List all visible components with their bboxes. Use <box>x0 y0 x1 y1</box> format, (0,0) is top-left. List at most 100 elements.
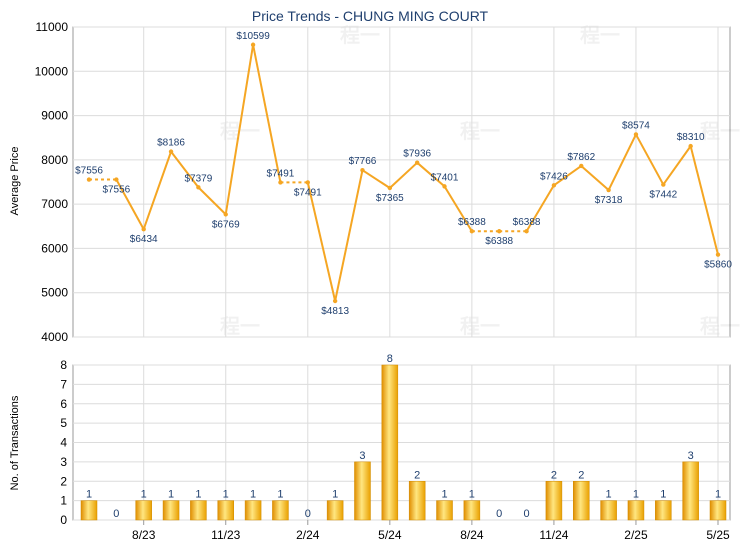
price-data-label: $7491 <box>294 187 322 198</box>
price-point <box>305 180 310 185</box>
transaction-count-label: 0 <box>496 508 502 520</box>
price-line-segment <box>361 169 391 189</box>
transactions-axis-title: No. of Transactions <box>9 395 21 490</box>
watermark: 程一 <box>700 315 740 338</box>
price-panel: 程一程一程一程一程一程一程一程一程一程一程一400050006000700080… <box>35 20 740 445</box>
price-point <box>250 42 256 47</box>
transaction-bar <box>600 500 617 521</box>
transactions-y-tick-label: 0 <box>60 513 67 527</box>
transaction-count-label: 1 <box>633 489 639 501</box>
price-point <box>715 252 721 257</box>
transaction-count-label: 2 <box>414 469 420 481</box>
price-line-segment <box>416 161 446 188</box>
transaction-count-label: 1 <box>441 489 447 501</box>
transaction-bar <box>573 481 590 521</box>
transactions-y-tick-label: 5 <box>60 416 67 430</box>
price-data-label: $6388 <box>458 217 486 228</box>
transaction-bar <box>244 500 262 521</box>
price-y-tick-label: 4000 <box>41 330 68 344</box>
price-data-label: $8310 <box>677 132 705 143</box>
transaction-count-label: 1 <box>250 489 256 501</box>
transaction-bar <box>190 500 207 521</box>
transaction-count-label: 1 <box>660 489 666 501</box>
price-data-label: $7766 <box>349 156 377 167</box>
transaction-count-label: 3 <box>359 450 365 462</box>
price-data-label: $6388 <box>485 236 513 247</box>
price-line-segment <box>389 161 418 189</box>
price-data-label: $5860 <box>704 260 732 271</box>
transaction-bar <box>709 500 727 521</box>
transaction-count-label: 3 <box>688 450 694 462</box>
price-data-label: $7491 <box>267 168 295 179</box>
price-data-label: $7426 <box>540 171 568 182</box>
transaction-bar <box>162 500 180 521</box>
price-data-label: $7936 <box>403 149 431 160</box>
transaction-bar <box>682 461 699 521</box>
price-y-tick-label: 11000 <box>36 20 69 34</box>
price-point <box>414 160 420 165</box>
price-line-segment <box>306 182 337 302</box>
price-y-tick-label: 7000 <box>41 197 68 211</box>
transaction-count-label: 1 <box>168 489 174 501</box>
transactions-panel: 0 1 2 3 4 5 6 7 8 1 0 1 1 1 1 1 1 0 1 3 8 2 1 1 0 0 2 2 1 1 1 3 1 8/23 11/… <box>60 353 731 542</box>
price-y-tick-label: 6000 <box>41 241 68 255</box>
price-line-segment <box>635 133 665 186</box>
transaction-count-label: 0 <box>113 508 119 520</box>
transaction-count-label: 2 <box>551 469 557 481</box>
x-tick-label: 2/25 <box>624 528 648 542</box>
price-line-segment <box>553 165 582 187</box>
price-y-tick-label: 8000 <box>41 153 68 167</box>
x-tick-label: 5/24 <box>378 528 402 542</box>
transactions-y-tick-label: 2 <box>60 474 67 488</box>
price-point <box>196 185 201 190</box>
transaction-bar <box>627 500 645 521</box>
price-point <box>86 177 92 182</box>
watermark: 程一 <box>460 120 500 143</box>
price-data-label: $7442 <box>649 190 677 201</box>
price-data-label: $7862 <box>567 152 595 163</box>
x-tick-label: 8/24 <box>460 528 484 542</box>
transaction-bar <box>463 500 481 521</box>
price-point <box>497 229 502 234</box>
price-line-segment <box>252 44 282 183</box>
transactions-y-tick-label: 7 <box>60 377 67 391</box>
watermark: 程一 <box>220 315 260 338</box>
x-tick-label: 11/23 <box>211 528 240 542</box>
price-data-label: $7379 <box>184 173 212 184</box>
x-tick-label: 11/24 <box>539 528 568 542</box>
transaction-bar <box>655 500 672 521</box>
transaction-bar <box>272 500 289 521</box>
transaction-bar <box>135 500 152 521</box>
transaction-count-label: 1 <box>223 489 229 501</box>
price-point <box>606 187 611 193</box>
transaction-bar <box>80 500 98 521</box>
price-line-segment <box>115 179 145 230</box>
watermark: 程一 <box>340 24 380 47</box>
transaction-count-label: 1 <box>195 489 201 501</box>
price-data-label: $7318 <box>595 195 623 206</box>
price-data-label: $6434 <box>130 234 158 245</box>
price-line-segment <box>197 186 227 216</box>
transaction-count-label: 1 <box>606 489 612 501</box>
x-tick-label: 5/25 <box>706 528 730 542</box>
transaction-count-label: 8 <box>387 353 393 365</box>
price-data-label: $10599 <box>236 31 270 42</box>
price-line-segment <box>170 151 200 188</box>
transaction-count-label: 1 <box>332 489 338 501</box>
price-data-label: $7556 <box>102 185 130 196</box>
price-point <box>661 182 666 187</box>
price-data-label: $7556 <box>75 166 103 177</box>
price-line-segment <box>662 145 692 186</box>
price-line-segment <box>525 184 555 232</box>
price-plot-frame <box>72 26 731 338</box>
price-data-label: $4813 <box>321 306 349 317</box>
transaction-bar <box>354 461 371 521</box>
price-point <box>278 180 283 185</box>
price-line-segment <box>607 133 637 191</box>
transaction-count-label: 1 <box>715 489 721 501</box>
chart-title: Price Trends - CHUNG MING COURT <box>252 8 489 24</box>
transactions-y-tick-label: 1 <box>60 494 67 508</box>
watermark: 程一 <box>460 315 500 338</box>
price-line-segment <box>689 145 719 255</box>
